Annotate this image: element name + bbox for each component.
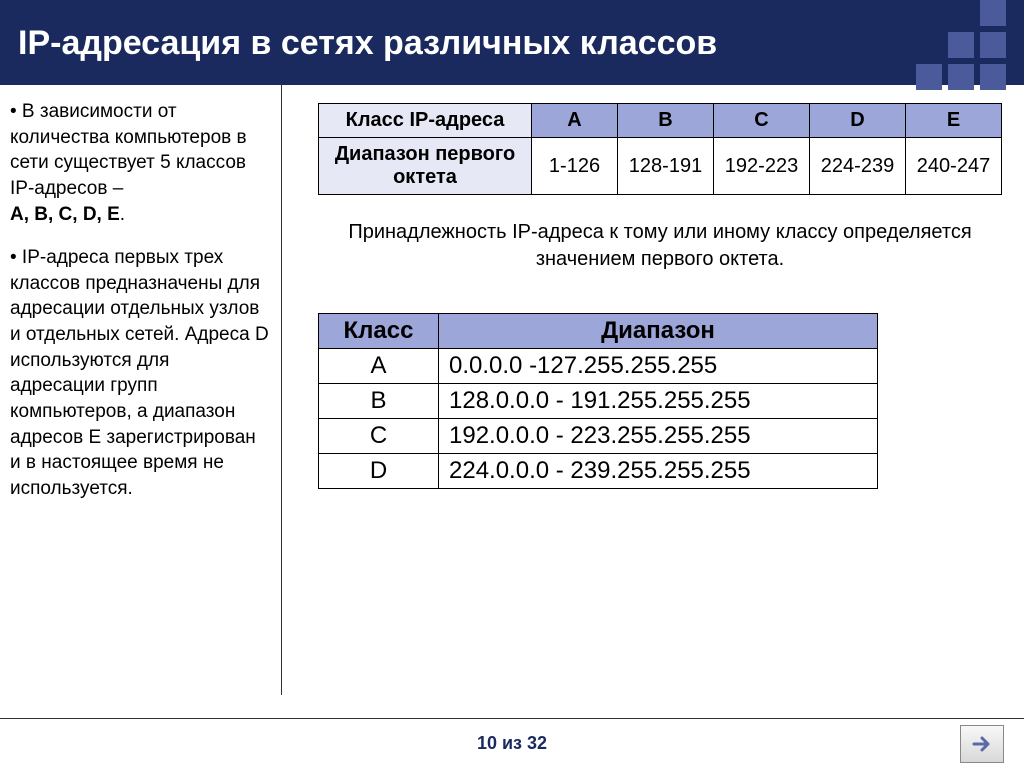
page-number: 10 из 32 — [477, 733, 547, 754]
table1-range-E: 240-247 — [906, 138, 1002, 195]
slide-title: IP-адресация в сетях различных классов — [18, 24, 717, 62]
main-content: Класс IP-адреса A B C D E Диапазон перво… — [282, 85, 1024, 695]
class-octet-table: Класс IP-адреса A B C D E Диапазон перво… — [318, 103, 1002, 195]
table1-rowhead-1: Класс IP-адреса — [319, 104, 532, 138]
table1-range-C: 192-223 — [714, 138, 810, 195]
sidebar-paragraph-2: • IP-адреса первых трех классов предназн… — [10, 245, 269, 501]
table-row: A 0.0.0.0 -127.255.255.255 — [319, 349, 878, 384]
table1-range-A: 1-126 — [532, 138, 618, 195]
table1-class-A: A — [532, 104, 618, 138]
table1-rowhead-2: Диапазон первого октета — [319, 138, 532, 195]
table2-header-class: Класс — [319, 314, 439, 349]
table1-class-D: D — [810, 104, 906, 138]
class-range-table: Класс Диапазон A 0.0.0.0 -127.255.255.25… — [318, 313, 878, 489]
explanatory-note: Принадлежность IP-адреса к тому или ином… — [318, 219, 1002, 273]
table1-range-D: 224-239 — [810, 138, 906, 195]
table1-class-B: B — [618, 104, 714, 138]
sidebar-text-panel: • В зависимости от количества компьютеро… — [0, 85, 282, 695]
slide-footer: 10 из 32 — [0, 718, 1024, 768]
table-row: D 224.0.0.0 - 239.255.255.255 — [319, 454, 878, 489]
slide-title-bar: IP-адресация в сетях различных классов — [0, 6, 1024, 85]
next-slide-button[interactable] — [960, 725, 1004, 763]
table1-class-E: E — [906, 104, 1002, 138]
table1-class-C: C — [714, 104, 810, 138]
decorative-squares — [916, 0, 1006, 90]
table1-range-B: 128-191 — [618, 138, 714, 195]
table2-header-range: Диапазон — [439, 314, 878, 349]
sidebar-paragraph-1: • В зависимости от количества компьютеро… — [10, 99, 269, 227]
table-row: B 128.0.0.0 - 191.255.255.255 — [319, 384, 878, 419]
table-row: C 192.0.0.0 - 223.255.255.255 — [319, 419, 878, 454]
arrow-right-icon — [970, 732, 994, 756]
